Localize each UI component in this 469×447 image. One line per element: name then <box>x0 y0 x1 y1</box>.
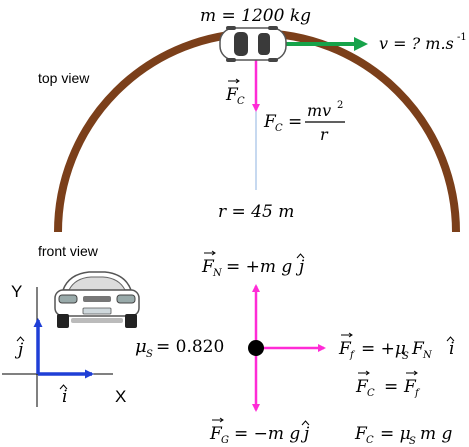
svg-text:S: S <box>402 351 409 362</box>
mass-label: m = 1200 kg <box>200 6 311 26</box>
svg-text:N: N <box>422 350 433 361</box>
svg-text:= −m g: = −m g <box>234 424 300 444</box>
svg-text:F: F <box>225 85 239 105</box>
svg-text:S: S <box>146 349 153 360</box>
gravity-force-label: F G = −m g j <box>209 417 310 446</box>
centripetal-formula: F C = mv 2 r <box>263 100 345 144</box>
svg-text:j: j <box>295 257 305 277</box>
svg-text:= +m g: = +m g <box>226 257 292 277</box>
car-front-view-icon <box>54 271 140 328</box>
velocity-exponent: -1 <box>457 32 467 43</box>
friction-force-label: F f = +μ S F N i <box>338 332 454 362</box>
radius-label: r = 45 m <box>218 202 294 222</box>
svg-text:=: = <box>384 377 398 397</box>
svg-text:mv: mv <box>307 101 331 120</box>
svg-text:F: F <box>355 377 369 397</box>
axis-y-label: Y <box>11 282 22 301</box>
front-view-label: front view <box>38 243 99 259</box>
svg-text:F: F <box>403 377 417 397</box>
svg-text:C: C <box>366 435 374 446</box>
velocity-label: v = ? m.s <box>379 34 454 53</box>
svg-text:μ: μ <box>135 336 147 357</box>
svg-text:F: F <box>209 424 223 444</box>
friction-coefficient-label: μ S = 0.820 <box>135 336 224 360</box>
svg-text:F: F <box>263 112 277 132</box>
svg-text:= μ: = μ <box>380 424 411 444</box>
svg-text:f: f <box>414 388 421 399</box>
svg-text:G: G <box>221 435 229 446</box>
particle-dot-icon <box>248 340 264 356</box>
svg-text:j: j <box>14 340 24 360</box>
svg-text:m g: m g <box>420 424 453 444</box>
normal-force-label: F N = +m g j <box>201 250 305 279</box>
svg-text:i: i <box>449 339 454 359</box>
svg-text:N: N <box>212 268 223 279</box>
svg-text:f: f <box>349 350 356 361</box>
svg-text:F: F <box>411 339 425 359</box>
svg-text:= +μ: = +μ <box>361 339 406 359</box>
fc-vector-label: F C <box>225 78 245 107</box>
svg-text:F: F <box>201 257 215 277</box>
svg-text:C: C <box>237 96 245 107</box>
svg-text:r: r <box>320 125 329 144</box>
top-view-label: top view <box>38 70 90 86</box>
svg-text:F: F <box>338 339 352 359</box>
svg-text:C: C <box>367 388 375 399</box>
axis-x-label: X <box>115 387 126 406</box>
car-top-view-icon <box>219 26 287 62</box>
unit-i-label: i <box>59 384 67 407</box>
svg-text:j: j <box>300 424 310 444</box>
fc-equals-mu-mg-label: F C = μ S m g <box>354 424 453 447</box>
unit-j-label: j <box>14 336 25 360</box>
svg-text:C: C <box>275 123 283 134</box>
svg-text:i: i <box>62 387 67 407</box>
svg-text:S: S <box>409 436 416 447</box>
svg-text:2: 2 <box>337 100 343 111</box>
svg-text:= 0.820: = 0.820 <box>156 337 224 357</box>
svg-text:=: = <box>288 112 302 132</box>
fc-equals-ff-label: F C = F f <box>355 370 421 399</box>
svg-text:F: F <box>354 424 368 444</box>
